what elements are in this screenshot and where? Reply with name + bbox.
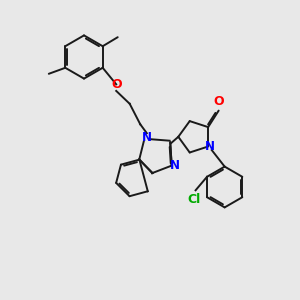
Text: N: N bbox=[142, 131, 152, 144]
Text: O: O bbox=[213, 95, 224, 108]
Text: Cl: Cl bbox=[188, 193, 201, 206]
Text: N: N bbox=[170, 159, 180, 172]
Text: O: O bbox=[111, 78, 122, 91]
Text: N: N bbox=[205, 140, 215, 153]
